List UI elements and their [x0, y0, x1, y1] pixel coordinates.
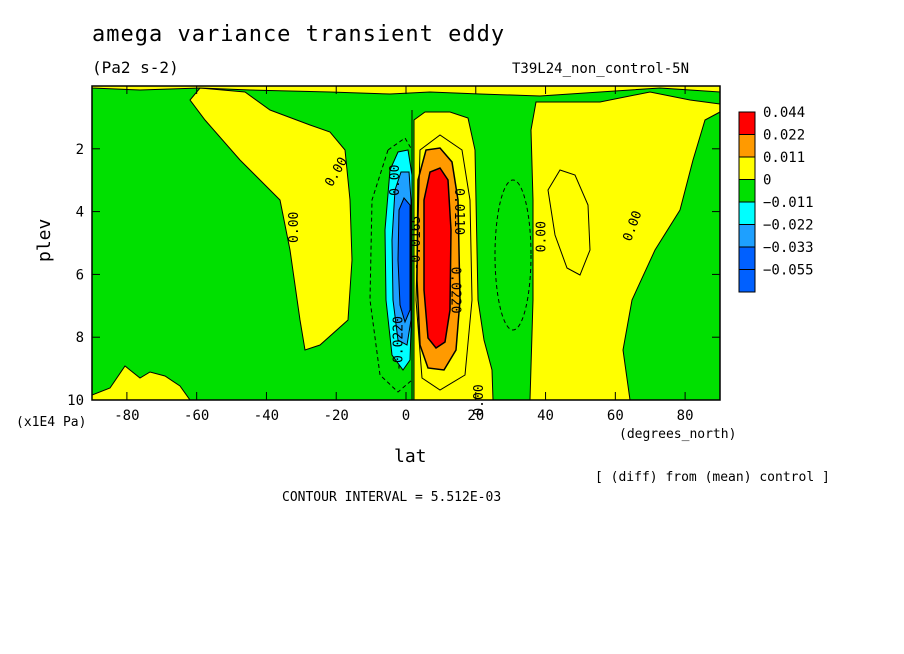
- colorbar-swatch: [738, 111, 756, 135]
- y-axis-unit: (x1E4 Pa): [16, 415, 87, 430]
- x-tick-label: 80: [677, 408, 694, 424]
- x-tick-label: -60: [184, 408, 209, 424]
- contour-label: 0.0110: [451, 188, 466, 235]
- x-tick-label: -80: [114, 408, 139, 424]
- contour-label: 0.00: [472, 384, 487, 415]
- colorbar-label: 0.022: [763, 128, 805, 144]
- run-id: T39L24_non_control-5N: [512, 61, 690, 77]
- colorbar-label: −0.011: [763, 195, 814, 211]
- colorbar-label: 0.044: [763, 105, 805, 121]
- yellow-region-polar-south: [92, 365, 191, 400]
- x-tick-label: 20: [467, 408, 484, 424]
- x-tick-label: -40: [254, 408, 279, 424]
- x-axis-label: lat: [394, 446, 427, 467]
- colorbar-label: 0.011: [763, 150, 805, 166]
- blue-region-dark: [397, 197, 411, 324]
- y-tick-label: 4: [76, 205, 84, 221]
- contour-label: -0.0220: [392, 316, 407, 371]
- contour-fills: [92, 86, 720, 400]
- colorbar-swatch: [738, 246, 756, 270]
- x-axis-unit: (degrees_north): [619, 427, 737, 442]
- red-region-core: [423, 167, 452, 350]
- yellow-region-southern-midlat: [189, 87, 353, 351]
- y-tick-label: 8: [76, 330, 84, 346]
- x-tick-label: 60: [607, 408, 624, 424]
- colorbar-label: 0: [763, 173, 771, 189]
- yellow-region-northern-subtropics: [529, 91, 720, 400]
- contour-label: -0.0165: [409, 216, 424, 271]
- colorbar-swatch: [738, 179, 756, 203]
- y-tick-label: 6: [76, 267, 84, 283]
- colorbar-label: −0.055: [763, 263, 814, 279]
- y-tick-label: 10: [67, 393, 84, 409]
- diff-note: [ (diff) from (mean) control ]: [595, 470, 830, 485]
- contour-interval: CONTOUR INTERVAL = 5.512E-03: [282, 490, 502, 505]
- colorbar-swatch: [738, 156, 756, 180]
- colorbar-swatch: [738, 134, 756, 158]
- colorbar-swatch: [738, 201, 756, 225]
- chart-units: (Pa2 s-2): [92, 58, 179, 77]
- contour-label: 0.00: [287, 212, 302, 243]
- y-axis-ticks: 2 4 6 8 10: [67, 142, 720, 409]
- x-axis-ticks: -80 -60 -40 -20 0 20 40 60 80: [114, 86, 694, 424]
- colorbar-label: −0.033: [763, 240, 814, 256]
- colorbar-swatch: [738, 269, 756, 293]
- colorbar: 0.044 0.022 0.011 0 −0.011 −0.022 −0.033 −0.055: [738, 105, 814, 293]
- x-tick-label: 0: [402, 408, 410, 424]
- contour-outer-positive: [415, 134, 473, 391]
- contour-positive-45N: [547, 169, 591, 276]
- x-tick-label: -20: [324, 408, 349, 424]
- colorbar-label: −0.022: [763, 218, 814, 234]
- colorbar-swatch: [738, 224, 756, 248]
- contour-label: 0.0220: [447, 267, 462, 314]
- contour-label: 0.00: [388, 165, 403, 196]
- contour-label: 0.00: [535, 221, 550, 252]
- dashed-contour-outer-negative: [369, 137, 413, 393]
- x-tick-label: 40: [537, 408, 554, 424]
- y-tick-label: 2: [76, 142, 84, 158]
- dashed-contour-negative-30N: [494, 179, 532, 331]
- chart-title: amega variance transient eddy: [92, 22, 506, 47]
